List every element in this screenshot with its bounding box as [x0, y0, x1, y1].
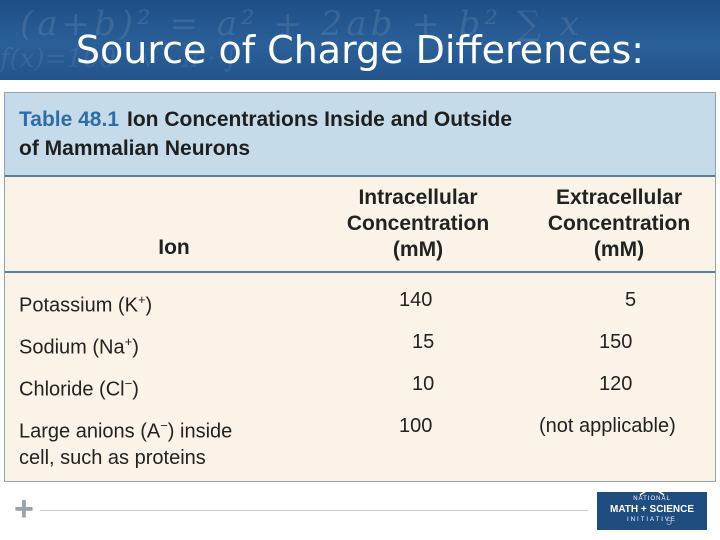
ion-name: Potassium (K+): [19, 292, 153, 317]
intracellular-value: 100: [399, 415, 433, 437]
table-row: Large anions (A−) inside cell, such as pr…: [5, 413, 715, 473]
header-intracellular: Intracellular Concentration (mM): [346, 186, 490, 261]
logo-top-text: NATIONAL: [633, 496, 671, 502]
intracellular-value: 15: [412, 331, 435, 353]
nms-logo: NATIONAL MATH + SCIENCE INITIATIVE: [597, 486, 707, 530]
ion-concentration-table: Table 48.1 Ion Concentrations Inside and …: [4, 92, 716, 482]
table-header-row: Ion Intracellular Concentration (mM) Ext…: [5, 177, 715, 273]
logo-main-text: MATH + SCIENCE: [610, 504, 694, 515]
table-title-line-1: Ion Concentrations Inside and Outside: [127, 108, 513, 131]
plus-icon: +: [14, 490, 34, 528]
ion-name: Large anions (A−) inside cell, such as pr…: [19, 418, 233, 469]
extracellular-value: (not applicable): [539, 415, 676, 437]
table-row: Potassium (K+) 140 5: [5, 287, 715, 327]
slide-title: Source of Charge Differences:: [75, 28, 645, 72]
logo-mark-icon: [639, 486, 665, 496]
table-caption: Table 48.1 Ion Concentrations Inside and …: [5, 93, 715, 177]
slide-header: (a+b)² = a² + 2ab + b² ∑ x f(x)=100 · √ …: [0, 0, 720, 80]
extracellular-value: 120: [599, 373, 633, 395]
table-row: Chloride (Cl−) 10 120: [5, 371, 715, 411]
ion-name: Chloride (Cl−): [19, 376, 139, 401]
extracellular-value: 5: [625, 289, 637, 311]
header-decorative-formula-2: f(x)=100 · √ · π · ∫: [0, 44, 238, 74]
header-ion: Ion: [158, 236, 190, 259]
ion-name: Sodium (Na+): [19, 334, 139, 359]
extracellular-value: 150: [599, 331, 633, 353]
footer-divider: [40, 510, 588, 511]
logo-bottom-text: INITIATIVE: [627, 517, 677, 523]
intracellular-value: 10: [412, 373, 435, 395]
header-extracellular: Extracellular Concentration (mM): [547, 186, 691, 261]
intracellular-value: 140: [399, 289, 433, 311]
table-title-line-2: of Mammalian Neurons: [19, 137, 251, 160]
table-number: Table 48.1: [19, 108, 119, 131]
page-number: 5: [666, 516, 673, 528]
table-row: Sodium (Na+) 15 150: [5, 329, 715, 369]
header-decorative-formula: (a+b)² = a² + 2ab + b² ∑ x: [20, 4, 584, 44]
